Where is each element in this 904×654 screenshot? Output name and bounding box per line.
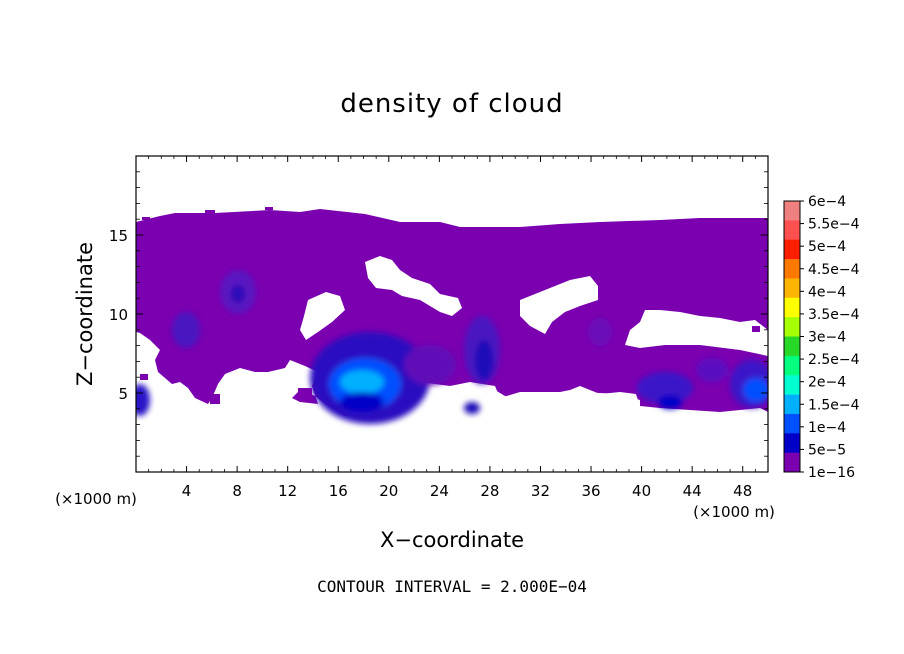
cell-x4 <box>172 312 200 348</box>
x-tick-label: 40 <box>632 482 651 500</box>
x-tick-label: 48 <box>733 482 752 500</box>
chart-title: density of cloud <box>340 89 563 119</box>
y-tick-label: 10 <box>109 306 128 324</box>
cloud-field <box>136 207 768 424</box>
colorbar-label: 4e−4 <box>808 284 846 300</box>
cloud-gap-4 <box>232 372 300 396</box>
cloud-gap-2 <box>300 292 345 340</box>
x-unit-label: (×1000 m) <box>693 503 775 521</box>
y-tick-label: 15 <box>109 227 128 245</box>
colorbar-label: 5.5e−4 <box>808 217 860 233</box>
x-tick-label: 24 <box>430 482 449 500</box>
colorbar-label: 2.5e−4 <box>808 352 860 368</box>
x-tick-label: 20 <box>379 482 398 500</box>
cloud-fragments <box>140 207 760 404</box>
x-axis: 4 8 12 16 20 24 28 32 36 40 44 48 <box>148 156 756 500</box>
colorbar-label: 1e−4 <box>808 420 846 436</box>
y-axis: 5 10 15 <box>109 171 768 457</box>
colorbar-label: 5e−5 <box>808 442 846 458</box>
x-axis-label: X−coordinate <box>380 528 524 552</box>
colorbar-label: 3e−4 <box>808 330 846 346</box>
colorbar-label: 5e−4 <box>808 239 846 255</box>
plot-area <box>136 207 768 424</box>
x-tick-label: 28 <box>480 482 499 500</box>
x-tick-label: 16 <box>329 482 348 500</box>
colorbar-swatch <box>784 433 800 454</box>
y-unit-label: (×1000 m) <box>55 490 137 508</box>
cell-x45 <box>696 358 728 382</box>
colorbar-label: 6e−4 <box>808 194 846 210</box>
colorbar-label: 4.5e−4 <box>808 262 860 278</box>
colorbar-label: 2e−4 <box>808 375 846 391</box>
colorbar-swatch <box>784 239 800 260</box>
cell-x8-core <box>231 285 245 303</box>
colorbar-swatch <box>784 259 800 279</box>
cell-x42 <box>637 372 693 404</box>
cell-x27-core <box>475 340 493 380</box>
colorbar-swatch <box>784 336 800 357</box>
x-tick-label: 12 <box>278 482 297 500</box>
cell-x18-base <box>340 392 384 412</box>
colorbar-swatch <box>784 278 800 299</box>
cell-x49-core <box>743 378 768 402</box>
colorbar-label: 3.5e−4 <box>808 307 860 323</box>
contour-interval-footer: CONTOUR INTERVAL = 2.000E−04 <box>317 577 587 596</box>
cloud-gap-5 <box>395 382 640 418</box>
colorbar-label: 1e−16 <box>808 465 855 481</box>
y-axis-label: Z−coordinate <box>73 242 97 386</box>
cell-x0 <box>136 384 150 416</box>
x-tick-label: 4 <box>182 482 192 500</box>
x-tick-label: 32 <box>531 482 550 500</box>
cloud-gap-1 <box>365 256 462 316</box>
x-tick-label: 36 <box>581 482 600 500</box>
x-tick-label: 8 <box>232 482 242 500</box>
colorbar-swatch <box>784 355 800 376</box>
cell-x36 <box>588 318 612 346</box>
x-tick-label: 44 <box>683 482 702 500</box>
cell-x18-peak <box>340 370 384 394</box>
colorbar-swatch <box>784 394 800 415</box>
colorbar-swatch <box>784 201 800 221</box>
y-tick-label: 5 <box>118 385 128 403</box>
cell-x22 <box>404 345 456 385</box>
colorbar-swatch <box>784 452 800 473</box>
colorbar-swatch <box>784 317 800 337</box>
colorbar-swatch <box>784 297 800 318</box>
colorbar-swatch <box>784 413 800 434</box>
colorbar-label: 1.5e−4 <box>808 397 860 413</box>
cloud-gap-3 <box>520 276 598 334</box>
colorbar-swatch <box>784 375 800 396</box>
colorbar: 6e−4 5.5e−4 5e−4 4.5e−4 4e−4 3.5e−4 3e−4 2.5e−4… <box>783 194 860 481</box>
cell-x42-core <box>658 395 682 409</box>
cell-x25 <box>464 402 480 414</box>
colorbar-swatch <box>784 220 800 241</box>
